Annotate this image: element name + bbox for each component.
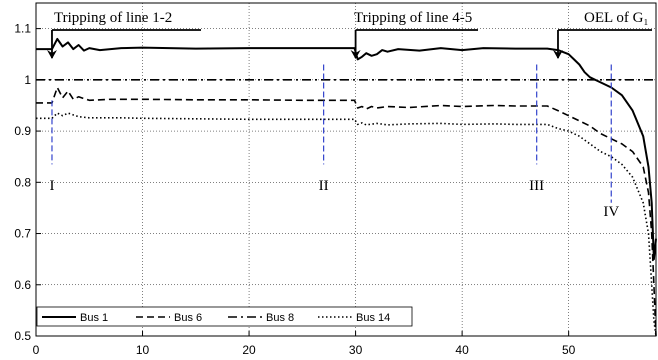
y-tick-label: 0.9 <box>14 124 31 138</box>
y-tick-label: 0.7 <box>14 227 31 241</box>
legend-label: Bus 14 <box>356 312 390 324</box>
annotation-label: OEL of G₁ <box>584 10 649 26</box>
legend-label: Bus 6 <box>174 312 202 324</box>
annotation-label: Tripping of line 1-2 <box>54 10 172 26</box>
tick-layer: 0 10 20 30 40 50 0.5 0.6 0.7 0.8 0.9 1 1.1 <box>14 22 575 357</box>
series-line-bus-14 <box>36 112 657 337</box>
y-tick-label: 0.5 <box>14 329 31 343</box>
y-tick-label: 1.1 <box>14 22 31 36</box>
plot-frame <box>35 2 657 337</box>
x-tick-label: 40 <box>455 343 469 357</box>
legend-box <box>36 306 413 327</box>
annotation-label: Tripping of line 4-5 <box>354 10 472 26</box>
x-tick-label: 10 <box>136 343 150 357</box>
x-tick-label: 50 <box>562 343 576 357</box>
legend-label: Bus 1 <box>80 312 108 324</box>
x-tick-label: 0 <box>33 343 40 357</box>
x-tick-label: 20 <box>242 343 256 357</box>
marker-label: II <box>319 178 329 194</box>
series-layer <box>36 37 657 337</box>
series-line-bus-1 <box>36 37 657 261</box>
marker-label: I <box>49 178 54 194</box>
marker-label: III <box>529 178 544 194</box>
marker-label: IV <box>603 204 619 220</box>
series-line-bus-6 <box>36 86 657 337</box>
annotation-layer: Tripping of line 1-2 Tripping of line 4-5… <box>46 10 652 59</box>
legend-label: Bus 8 <box>266 312 294 324</box>
y-tick-label: 0.6 <box>14 278 31 292</box>
legend: Bus 1 Bus 6 Bus 8 Bus 14 <box>36 306 413 327</box>
y-tick-label: 1 <box>24 73 31 87</box>
x-tick-label: 30 <box>349 343 363 357</box>
y-tick-label: 0.8 <box>14 175 31 189</box>
